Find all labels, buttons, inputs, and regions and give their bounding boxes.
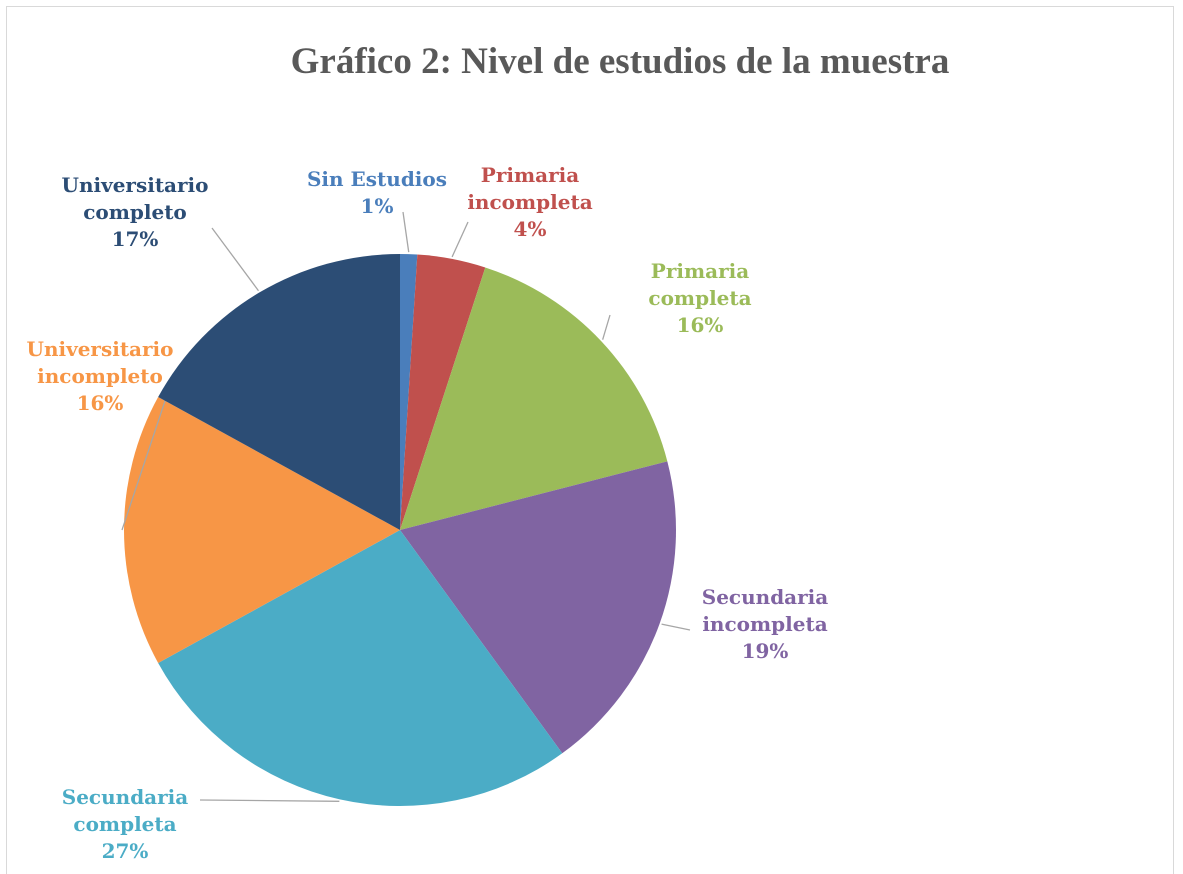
pie-slice xyxy=(158,530,563,806)
leader-line xyxy=(199,799,340,802)
category-label: Universitario incompleto xyxy=(26,337,174,388)
pie-slice xyxy=(400,267,668,530)
chart-border xyxy=(6,6,1174,874)
pie-slice xyxy=(400,461,677,754)
category-label: Universitario completo xyxy=(61,173,209,224)
data-label: Universitario incompleto 16% xyxy=(15,336,185,417)
category-label: Primaria completa xyxy=(648,259,752,310)
data-label: Universitario completo 17% xyxy=(50,172,220,253)
leader-line xyxy=(121,391,169,531)
value-label: 1% xyxy=(360,194,394,218)
leader-line xyxy=(602,314,611,340)
pie-slice xyxy=(400,254,418,530)
value-label: 16% xyxy=(76,391,124,415)
category-label: Secundaria incompleta xyxy=(701,585,829,636)
value-label: 16% xyxy=(676,313,724,337)
chart-title: Gráfico 2: Nivel de estudios de la muest… xyxy=(290,41,950,82)
leader-line xyxy=(661,623,691,631)
pie-slice xyxy=(158,254,400,530)
category-label: Secundaria completa xyxy=(61,785,189,836)
category-label: Primaria incompleta xyxy=(467,163,593,214)
data-label: Primaria incompleta 4% xyxy=(445,162,615,243)
data-label: Sin Estudios 1% xyxy=(277,166,477,220)
value-label: 4% xyxy=(513,217,547,241)
pie-slice xyxy=(124,397,401,663)
category-label: Sin Estudios xyxy=(306,167,447,191)
value-label: 19% xyxy=(741,639,789,663)
leader-line xyxy=(451,221,469,258)
value-label: 27% xyxy=(101,839,149,863)
data-label: Primaria completa 16% xyxy=(615,258,785,339)
pie-slice xyxy=(400,254,486,530)
value-label: 17% xyxy=(111,227,159,251)
data-label: Secundaria completa 27% xyxy=(40,784,210,865)
leader-line xyxy=(211,227,260,292)
data-label: Secundaria incompleta 19% xyxy=(680,584,850,665)
leader-line xyxy=(402,211,410,253)
